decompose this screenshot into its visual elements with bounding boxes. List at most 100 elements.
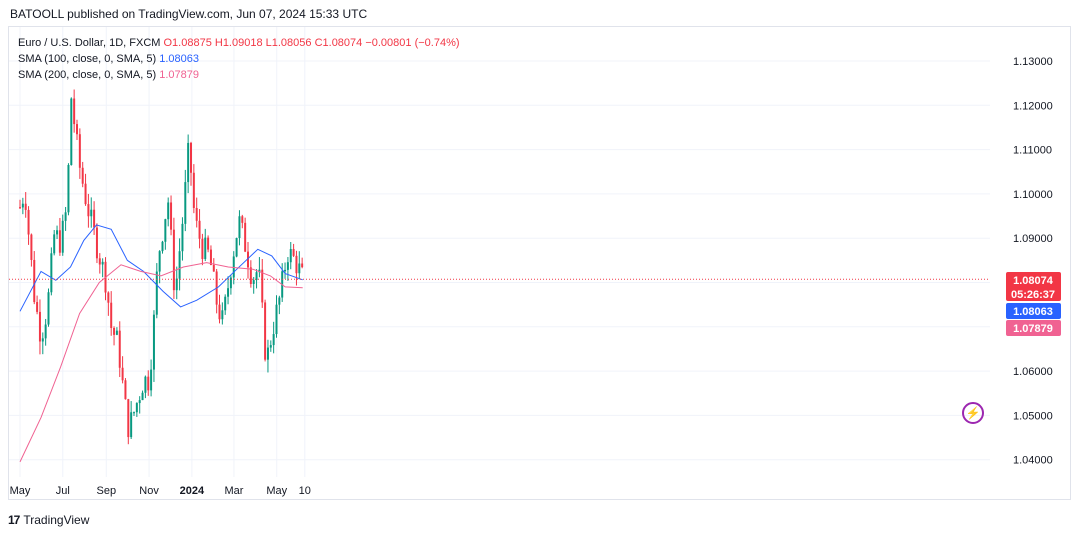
candle-body — [266, 347, 269, 360]
candle-body — [238, 216, 241, 239]
sma200-price-tag-text: 1.07879 — [1013, 323, 1053, 335]
lightning-icon[interactable]: ⚡ — [962, 402, 984, 424]
candle-body — [141, 392, 144, 401]
candle-body — [95, 227, 98, 259]
candle-body — [167, 202, 170, 220]
sma200-price-tag — [1006, 320, 1061, 336]
x-tick-label: 2024 — [180, 485, 205, 497]
sma100-price-tag-text: 1.08063 — [1013, 306, 1053, 318]
last-price-tag-text: 1.08074 — [1013, 275, 1054, 287]
candle-body — [78, 134, 81, 168]
candle-body — [212, 264, 215, 272]
candle-body — [286, 262, 289, 270]
x-tick-label: May — [10, 485, 31, 497]
candle-body — [41, 338, 44, 342]
footer-brand: 17 TradingView — [8, 513, 89, 527]
candle-body — [275, 304, 278, 335]
candle-body — [115, 330, 118, 335]
y-tick-label: 1.09000 — [1013, 233, 1053, 245]
candle-body — [244, 222, 247, 252]
candle-body — [295, 255, 298, 274]
candle-body — [58, 230, 61, 253]
candle-body — [118, 330, 121, 368]
candle-body — [124, 380, 127, 400]
candle-body — [255, 272, 258, 281]
sma200-legend-row[interactable]: SMA (200, close, 0, SMA, 5) 1.07879 — [18, 67, 460, 83]
candle-body — [130, 412, 133, 438]
candle-body — [150, 369, 153, 391]
candle-body — [190, 142, 192, 173]
candle-body — [235, 238, 238, 257]
sma200-value: 1.07879 — [159, 69, 199, 81]
candle-body — [138, 400, 141, 404]
candle-body — [147, 376, 150, 391]
candle-body — [64, 212, 67, 221]
candle-body — [87, 204, 90, 217]
candle-body — [24, 203, 27, 210]
candle-body — [61, 220, 64, 253]
candle-body — [264, 302, 267, 360]
candle-body — [44, 324, 47, 339]
candle-body — [70, 98, 73, 165]
candle-body — [218, 304, 221, 320]
candle-body — [84, 183, 87, 205]
candle-body — [261, 269, 264, 303]
candle-body — [184, 182, 187, 224]
candle-body — [135, 403, 138, 413]
candle-body — [27, 209, 30, 235]
candle-body — [101, 261, 104, 265]
ohlc-values: O1.08875 H1.09018 L1.08056 C1.08074 −0.0… — [163, 37, 460, 49]
chart-frame — [8, 26, 1071, 500]
candle-body — [187, 142, 190, 183]
y-tick-label: 1.12000 — [1013, 100, 1053, 112]
candle-body — [121, 367, 124, 381]
symbol-title[interactable]: Euro / U.S. Dollar, 1D, FXCM — [18, 37, 161, 49]
candle-body — [278, 297, 281, 305]
publish-header: BATOOLL published on TradingView.com, Ju… — [10, 7, 368, 21]
candle-body — [73, 98, 76, 125]
candle-body — [161, 241, 164, 252]
candle-body — [81, 167, 84, 184]
sma100-legend-row[interactable]: SMA (100, close, 0, SMA, 5) 1.08063 — [18, 51, 460, 67]
x-tick-label: Nov — [139, 485, 159, 497]
y-tick-label: 1.10000 — [1013, 189, 1053, 201]
candle-body — [67, 164, 70, 213]
candle-body — [144, 376, 147, 393]
candle-body — [170, 202, 173, 230]
sma100-value: 1.08063 — [159, 53, 199, 65]
candle-body — [195, 207, 198, 221]
y-tick-label: 1.05000 — [1013, 410, 1053, 422]
tradingview-logo-icon: 17 — [8, 513, 20, 527]
last-price-tag — [1006, 272, 1061, 301]
x-tick-label: Mar — [224, 485, 243, 497]
candle-body — [50, 253, 53, 293]
candle-body — [56, 230, 59, 235]
candle-body — [289, 249, 292, 263]
candle-body — [33, 259, 36, 303]
candle-body — [204, 237, 207, 259]
candle-body — [90, 209, 93, 217]
candle-body — [47, 292, 50, 325]
candle-body — [76, 124, 78, 135]
chart-legend: Euro / U.S. Dollar, 1D, FXCM O1.08875 H1… — [18, 35, 460, 83]
sma100-price-tag — [1006, 303, 1061, 319]
candle-body — [155, 271, 158, 315]
candle-body — [198, 220, 201, 239]
candle-body — [229, 277, 232, 289]
candle-body — [133, 412, 135, 414]
sma200-label: SMA (200, close, 0, SMA, 5) — [18, 69, 157, 81]
candle-body — [164, 219, 167, 242]
candle-body — [127, 399, 130, 438]
sma100-label: SMA (100, close, 0, SMA, 5) — [18, 53, 157, 65]
candle-body — [249, 267, 252, 284]
tradingview-brand-text: TradingView — [23, 513, 90, 527]
candle-body — [301, 263, 304, 268]
candle-body — [269, 345, 272, 348]
candle-body — [158, 251, 161, 272]
candle-body — [53, 234, 56, 254]
candle-body — [36, 302, 39, 312]
candle-body — [30, 234, 33, 260]
candle-body — [201, 238, 204, 259]
y-tick-label: 1.06000 — [1013, 366, 1053, 378]
